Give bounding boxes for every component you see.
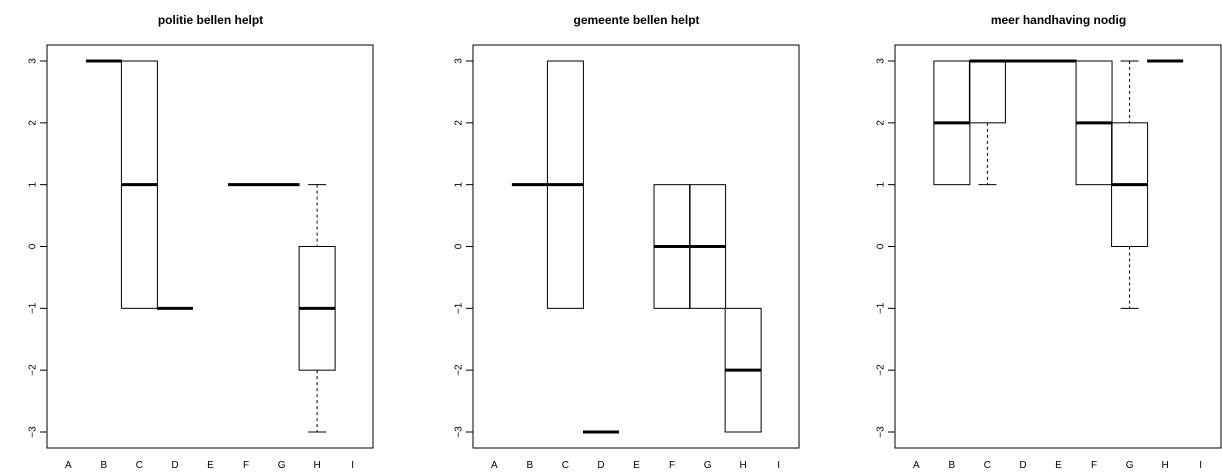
x-tick-label: E	[1055, 460, 1062, 471]
y-tick-label: 1	[876, 181, 887, 187]
y-tick-label: −2	[28, 364, 39, 376]
plot-frame	[472, 44, 800, 449]
x-tick-label: I	[1199, 460, 1202, 471]
y-tick-label: −3	[876, 426, 887, 438]
x-tick-label: I	[351, 460, 354, 471]
x-tick-label: G	[704, 460, 712, 471]
x-tick-label: D	[1019, 460, 1026, 471]
y-tick-label: 2	[876, 120, 887, 126]
box-iqr	[968, 60, 1006, 124]
x-tick-label: C	[562, 460, 569, 471]
y-tick-label: 2	[28, 120, 39, 126]
x-tick-label: F	[1091, 460, 1097, 471]
x-tick-label: H	[740, 460, 747, 471]
chart-title: meer handhaving nodig	[991, 13, 1126, 27]
y-tick-label: −3	[28, 426, 39, 438]
box-C	[120, 60, 158, 309]
y-tick-label: 2	[454, 120, 465, 126]
x-tick-label: E	[633, 460, 640, 471]
y-tick-label: 0	[876, 243, 887, 249]
y-tick-label: 3	[876, 58, 887, 64]
y-tick-label: −1	[876, 302, 887, 314]
box-F	[653, 184, 691, 309]
chart-panel-2: gemeente bellen helpt 3 2 1 0 −1 −2 −3 A B C D E F G H I	[454, 13, 800, 471]
y-tick-label: −1	[454, 302, 465, 314]
x-tick-label: A	[65, 460, 72, 471]
x-tick-label: F	[243, 460, 249, 471]
plot-frame	[894, 44, 1222, 449]
y-tick-label: 0	[454, 243, 465, 249]
x-tick-label: F	[669, 460, 675, 471]
x-tick-label: A	[491, 460, 498, 471]
box-F	[1075, 60, 1113, 186]
y-tick-label: 1	[28, 181, 39, 187]
box-G	[1111, 60, 1149, 309]
x-tick-label: G	[1126, 460, 1134, 471]
y-tick-label: −2	[876, 364, 887, 376]
x-tick-label: H	[1162, 460, 1169, 471]
y-tick-label: −3	[454, 426, 465, 438]
x-tick-label: E	[207, 460, 214, 471]
y-tick-label: −2	[454, 364, 465, 376]
box-B	[933, 60, 971, 186]
x-tick-label: D	[171, 460, 178, 471]
chart-title: gemeente bellen helpt	[573, 13, 699, 27]
box-C	[968, 59, 1006, 186]
x-tick-label: D	[597, 460, 604, 471]
chart-panel-1: politie bellen helpt 3 2 1 0 −1 −2 −3 A B C D E F G H I	[28, 13, 374, 471]
box-G	[689, 184, 727, 309]
x-tick-label: G	[278, 460, 286, 471]
x-tick-label: A	[913, 460, 920, 471]
x-tick-label: B	[949, 460, 956, 471]
x-tick-label: C	[984, 460, 991, 471]
x-tick-label: H	[314, 460, 321, 471]
x-tick-label: I	[777, 460, 780, 471]
y-tick-label: 0	[28, 243, 39, 249]
box-C	[546, 60, 584, 309]
y-tick-label: 3	[28, 58, 39, 64]
chart-title: politie bellen helpt	[158, 13, 263, 27]
x-tick-label: C	[136, 460, 143, 471]
y-tick-label: 1	[454, 181, 465, 187]
box-H	[724, 307, 762, 433]
box-H	[298, 184, 336, 433]
y-tick-label: 3	[454, 58, 465, 64]
x-tick-label: B	[527, 460, 534, 471]
x-tick-label: B	[101, 460, 108, 471]
chart-panel-3: meer handhaving nodig 3 2 1 0 −1 −2 −3 A B C D E F G H I	[876, 13, 1222, 471]
y-tick-label: −1	[28, 302, 39, 314]
